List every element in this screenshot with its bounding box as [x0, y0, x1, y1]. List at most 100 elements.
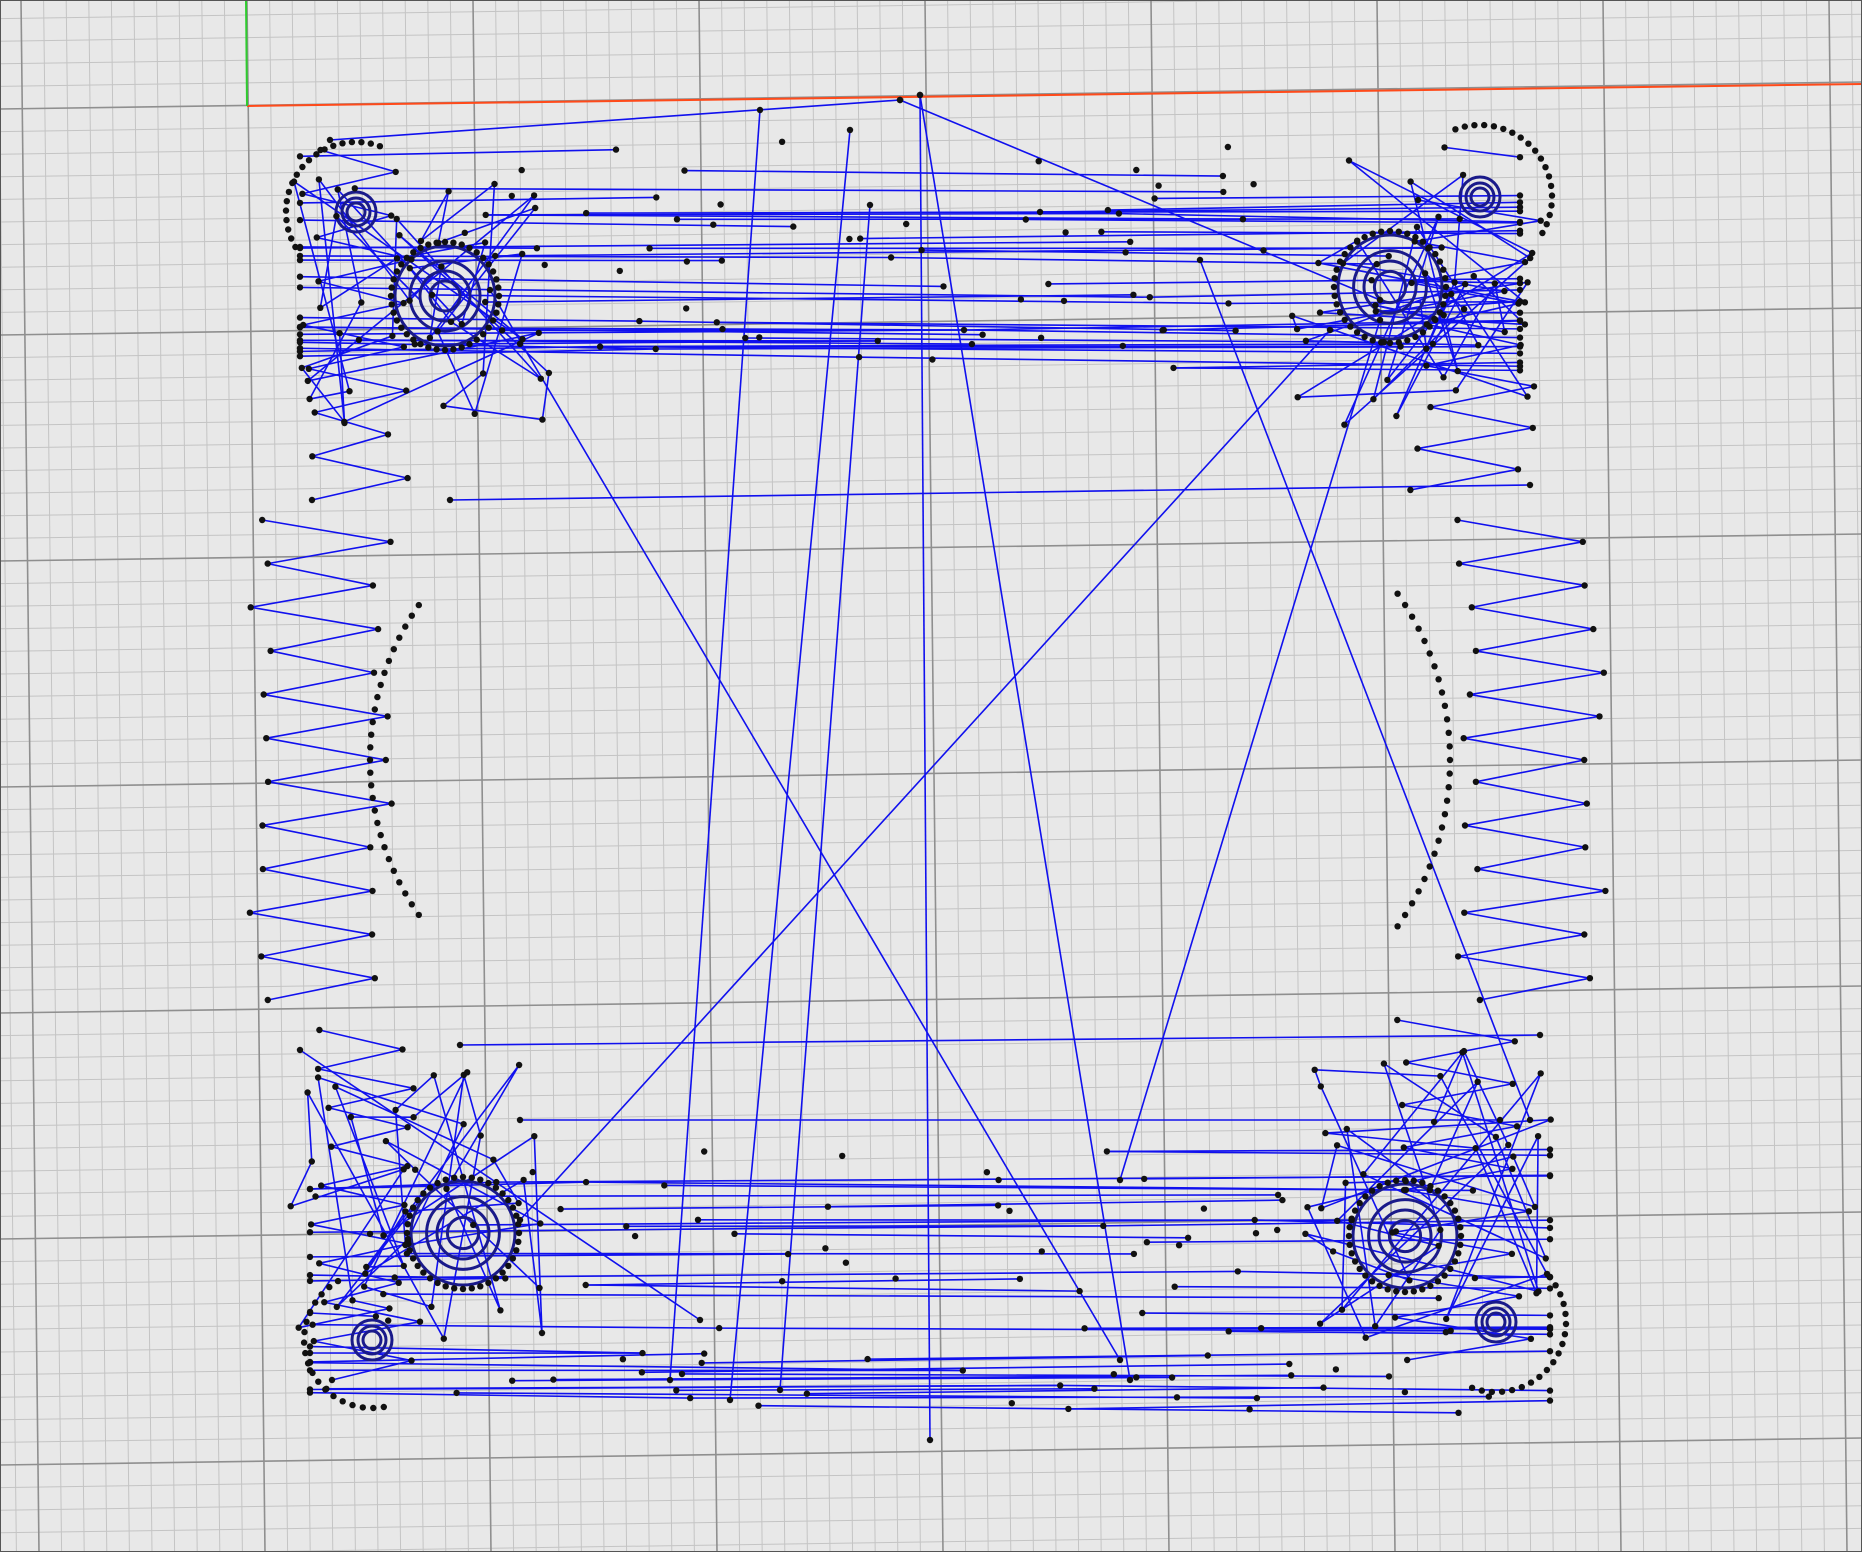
toolpath-vertex [1457, 1232, 1465, 1240]
toolpath-segment [1471, 606, 1594, 630]
toolpath-vertex [306, 1309, 314, 1317]
toolpath-vertex [307, 1221, 315, 1228]
toolpath-vertex [505, 1196, 512, 1204]
toolpath-vertex [1546, 1224, 1554, 1232]
toolpath-segment [319, 1029, 403, 1051]
toolpath-vertex [742, 334, 749, 342]
toolpath-vertex [1408, 900, 1416, 907]
toolpath-vertex [1141, 1175, 1148, 1183]
grid-minor-vline [223, 0, 243, 1552]
toolpath-vertex [1543, 1366, 1551, 1374]
toolpath-vertex [509, 1377, 516, 1384]
toolpath-vertex [756, 334, 763, 341]
grid-minor-vline [562, 0, 582, 1552]
toolpath-segment [1424, 273, 1459, 372]
toolpath-segment [450, 321, 542, 380]
toolpath-vertex [1474, 1078, 1481, 1086]
toolpath-vertex [384, 713, 391, 720]
toolpath-vertex [1443, 1315, 1450, 1323]
toolpath-vertex [1196, 256, 1204, 264]
toolpath-segment [432, 294, 1229, 305]
toolpath-segment [1475, 759, 1585, 783]
toolpath-vertex [302, 1349, 309, 1357]
toolpath-segment [1407, 1337, 1532, 1361]
toolpath-vertex [1471, 1274, 1479, 1282]
toolpath-vertex [1469, 1187, 1477, 1194]
toolpath-vertex [485, 324, 492, 331]
toolpath-segment [758, 1404, 1459, 1414]
toolpath-vertex [1524, 393, 1531, 400]
gear-ring [1372, 269, 1408, 305]
toolpath-segment [1474, 1147, 1538, 1294]
toolpath-vertex [414, 1262, 421, 1270]
toolpath-vertex [442, 1176, 449, 1183]
x-axis-line [246, 83, 1862, 107]
gear-ring [1377, 1208, 1433, 1264]
toolpath-vertex [1521, 299, 1529, 306]
toolpath-vertex [400, 343, 408, 351]
toolpath-vertex [1062, 229, 1069, 236]
toolpath-vertex [1441, 144, 1448, 151]
toolpath-segment [306, 1092, 445, 1340]
toolpath-vertex [296, 314, 304, 321]
toolpath-segment [522, 1179, 543, 1334]
toolpath-vertex [1346, 1241, 1353, 1249]
toolpath-vertex [258, 953, 265, 960]
toolpath-vertex [1516, 275, 1524, 282]
toolpath-segment [315, 1194, 1279, 1198]
toolpath-vertex [596, 343, 604, 350]
grid-major-hline [0, 759, 1862, 788]
grid-minor-vline [1308, 0, 1328, 1552]
toolpath-vertex [1462, 280, 1469, 288]
toolpath-vertex [1289, 312, 1296, 319]
toolpath-vertex [550, 1376, 557, 1383]
toolpath-vertex [380, 1232, 387, 1239]
toolpath-vertex [983, 1169, 991, 1176]
toolpath-vertex [410, 1114, 417, 1121]
grid-minor-vline [1579, 0, 1599, 1552]
toolpath-vertex [1560, 1300, 1567, 1308]
toolpath-vertex [1559, 1340, 1566, 1348]
toolpath-vertex [717, 201, 724, 208]
toolpath-segment [266, 715, 388, 739]
toolpath-segment [1319, 1144, 1509, 1325]
toolpath-vertex [333, 1303, 340, 1311]
toolpath-vertex [408, 612, 415, 619]
toolpath-segment [1392, 1210, 1530, 1234]
toolpath-vertex [299, 190, 306, 197]
grid-minor-vline [608, 0, 628, 1552]
toolpath-segment [585, 1278, 1020, 1286]
toolpath-vertex [316, 1026, 323, 1034]
toolpath-vertex [477, 1283, 484, 1290]
toolpath-segment [779, 204, 871, 1391]
toolpath-vertex [1527, 1379, 1535, 1386]
toolpath-vertex [349, 1297, 356, 1304]
toolpath-vertex [516, 1216, 524, 1224]
toolpath-segment [358, 339, 972, 345]
toolpath-segment [921, 249, 1389, 257]
toolpath-vertex [393, 255, 401, 262]
toolpath-vertex [446, 496, 454, 504]
toolpath-segment [261, 955, 375, 979]
gear-ring [425, 1195, 501, 1271]
toolpath-segment [512, 1376, 1137, 1382]
grid-minor-vline [969, 0, 989, 1552]
toolpath-segment [600, 343, 1433, 348]
toolpath-segment [1319, 311, 1525, 326]
toolpath-vertex [298, 364, 305, 372]
toolpath-vertex [416, 1318, 424, 1325]
toolpath-vertex [404, 474, 411, 482]
toolpath-vertex [1555, 1350, 1562, 1357]
toolpath-vertex [1315, 259, 1322, 267]
toolpath-vertex [458, 320, 465, 328]
toolpath-segment [338, 333, 346, 423]
toolpath-segment [263, 693, 388, 718]
toolpath-segment [1442, 315, 1459, 372]
toolpath-vertex [387, 292, 395, 300]
toolpath-vertex [369, 887, 376, 895]
grid-minor-hline [0, 1234, 1862, 1263]
toolpath-segment [301, 335, 393, 369]
toolpath-vertex [381, 669, 388, 676]
toolpath-vertex [1468, 1384, 1476, 1392]
